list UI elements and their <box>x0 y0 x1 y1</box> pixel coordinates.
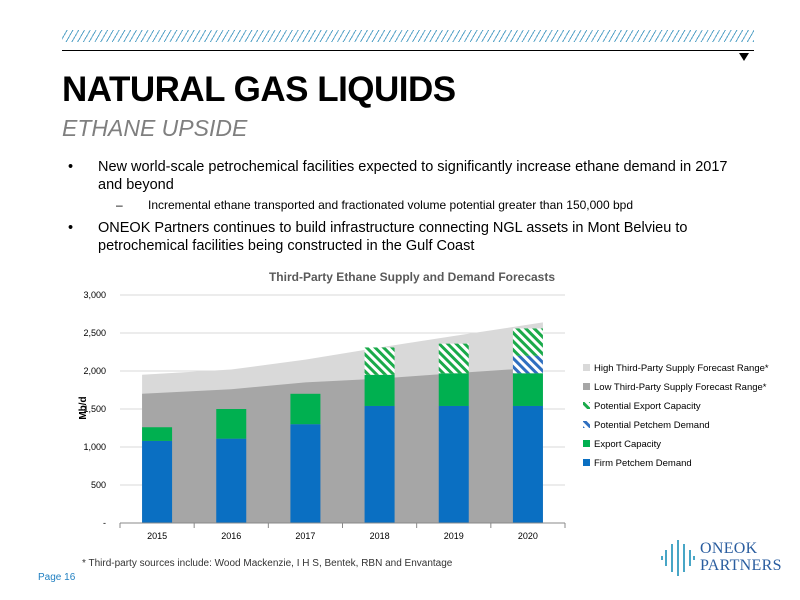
x-tick-label: 2019 <box>444 531 464 541</box>
y-tick-label: 1,500 <box>83 404 106 414</box>
sub-bullet-text: Incremental ethane transported and fract… <box>148 198 633 212</box>
bar-potential-export <box>512 328 543 356</box>
y-tick-label: 2,500 <box>83 328 106 338</box>
oneok-logo-icon <box>661 540 695 576</box>
legend-swatch <box>583 459 590 466</box>
decorative-hatch-band <box>62 30 754 42</box>
legend-swatch <box>583 402 590 409</box>
bullet-text: New world-scale petrochemical facilities… <box>98 159 728 193</box>
bar-export-capacity <box>290 393 321 425</box>
bar-firm-petchem <box>216 438 247 523</box>
bullet-dot-icon: • <box>68 159 74 175</box>
sub-bullet-item: – Incremental ethane transported and fra… <box>62 197 752 213</box>
y-tick-label: 2,000 <box>83 366 106 376</box>
legend-swatch <box>583 421 590 428</box>
bullet-item: • ONEOK Partners continues to build infr… <box>62 219 752 255</box>
logo-line-2: PARTNERS <box>700 557 782 574</box>
bullet-list: • New world-scale petrochemical faciliti… <box>62 158 752 257</box>
y-axis-label: Mb/d <box>78 396 89 419</box>
bar-firm-petchem <box>142 440 173 523</box>
page-title: NATURAL GAS LIQUIDS <box>62 70 456 109</box>
page-number: Page 16 <box>38 572 76 583</box>
y-tick-label: 500 <box>91 480 106 490</box>
down-triangle-icon <box>739 53 749 61</box>
x-tick-label: 2017 <box>295 531 315 541</box>
footnote: * Third-party sources include: Wood Mack… <box>82 558 453 569</box>
bar-export-capacity <box>216 409 247 439</box>
legend-swatch <box>583 440 590 447</box>
legend-label: Firm Petchem Demand <box>594 458 692 469</box>
bar-potential-export <box>364 347 395 375</box>
x-tick-label: 2015 <box>147 531 167 541</box>
page-subtitle: ETHANE UPSIDE <box>62 115 248 141</box>
bullet-text: ONEOK Partners continues to build infras… <box>98 220 688 254</box>
legend-swatch <box>583 364 590 371</box>
chart-title: Third-Party Ethane Supply and Demand For… <box>269 270 555 284</box>
bullet-dot-icon: • <box>68 220 74 236</box>
bar-potential-export <box>438 343 469 374</box>
logo-wordmark: ONEOK PARTNERS <box>700 540 782 574</box>
bar-export-capacity <box>512 373 543 406</box>
bullet-item: • New world-scale petrochemical faciliti… <box>62 158 752 194</box>
x-tick-label: 2018 <box>370 531 390 541</box>
bar-potential-petchem <box>512 355 543 374</box>
legend-swatch <box>583 383 590 390</box>
x-tick-label: 2020 <box>518 531 538 541</box>
bar-firm-petchem <box>512 405 543 523</box>
bar-firm-petchem <box>290 424 321 523</box>
bar-firm-petchem <box>438 405 469 523</box>
legend-label: Potential Petchem Demand <box>594 420 710 431</box>
y-tick-label: - <box>103 518 106 528</box>
dash-icon: – <box>116 198 123 212</box>
legend-label: High Third-Party Supply Forecast Range* <box>594 363 769 374</box>
header-divider <box>62 50 754 51</box>
bar-export-capacity <box>438 373 469 406</box>
bar-export-capacity <box>142 427 173 441</box>
bar-firm-petchem <box>364 405 395 523</box>
logo-line-1: ONEOK <box>700 540 758 557</box>
legend-label: Export Capacity <box>594 439 661 450</box>
legend-label: Potential Export Capacity <box>594 401 701 412</box>
bar-export-capacity <box>364 374 395 406</box>
x-tick-label: 2016 <box>221 531 241 541</box>
y-tick-label: 3,000 <box>83 290 106 300</box>
y-tick-label: 1,000 <box>83 442 106 452</box>
legend-label: Low Third-Party Supply Forecast Range* <box>594 382 767 393</box>
